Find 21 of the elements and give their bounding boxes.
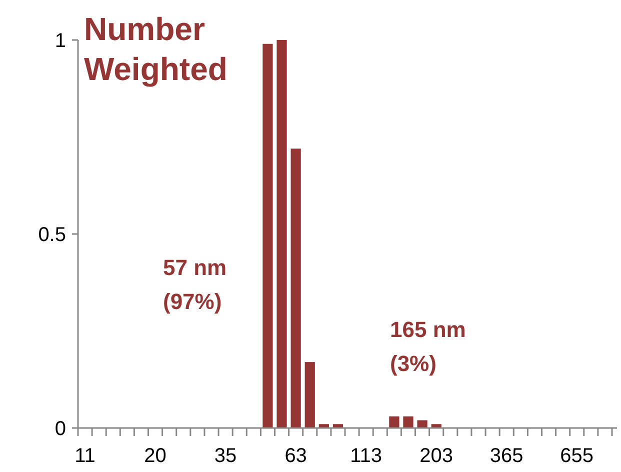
x-tick-label: 113 (350, 445, 382, 467)
bar (403, 416, 414, 428)
x-tick-label: 203 (420, 445, 454, 467)
annotation: 57 nm (97%) (163, 255, 227, 314)
x-tick-label: 655 (560, 445, 594, 467)
bar (276, 40, 287, 428)
x-tick-label: 63 (284, 445, 307, 467)
bar (417, 420, 428, 428)
chart-title: Number Weighted (84, 11, 228, 87)
bar (389, 416, 400, 428)
y-tick-label: 1 (54, 30, 66, 52)
x-tick-label: 11 (74, 445, 96, 467)
y-tick-label: 0 (54, 418, 66, 440)
x-tick-label: 35 (214, 445, 237, 467)
x-tick-label: 365 (490, 445, 524, 467)
bar (262, 44, 273, 428)
bar (290, 148, 301, 428)
annotation: 165 nm (3%) (390, 317, 466, 376)
y-tick-label: 0.5 (38, 224, 66, 246)
bar (304, 362, 315, 428)
x-tick-label: 20 (144, 445, 166, 467)
